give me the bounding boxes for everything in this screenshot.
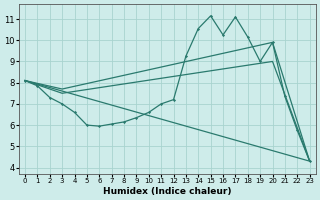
X-axis label: Humidex (Indice chaleur): Humidex (Indice chaleur)	[103, 187, 232, 196]
